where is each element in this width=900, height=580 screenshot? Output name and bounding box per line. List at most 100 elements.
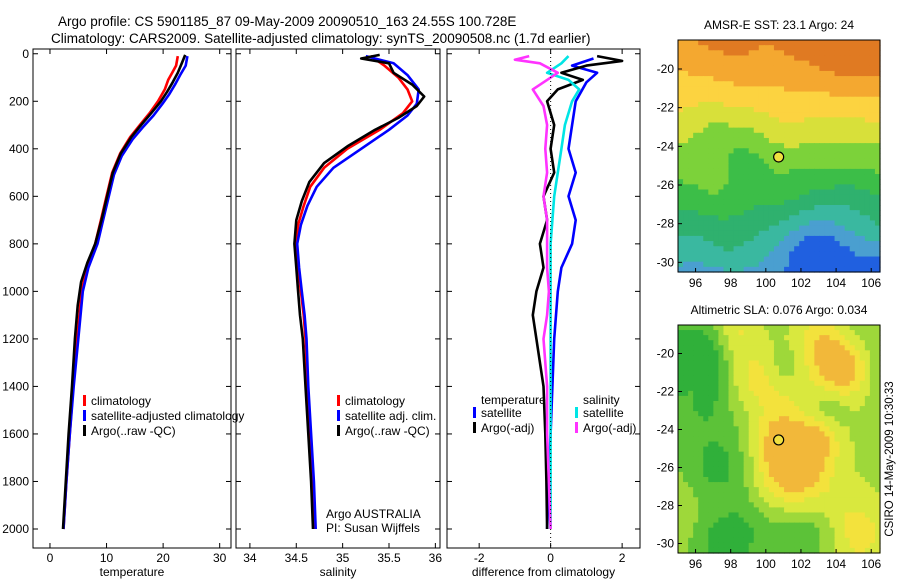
heatmap-cell bbox=[839, 471, 846, 478]
heatmap-cell bbox=[753, 65, 760, 72]
heatmap-cell bbox=[703, 215, 709, 222]
heatmap-cell bbox=[703, 241, 709, 247]
heatmap-cell bbox=[869, 184, 876, 191]
heatmap-cell bbox=[784, 107, 790, 113]
heatmap-cell bbox=[814, 60, 820, 67]
heatmap-cell bbox=[753, 547, 760, 554]
heatmap-cell bbox=[799, 148, 805, 155]
heatmap-cell bbox=[773, 502, 780, 508]
heatmap-cell bbox=[819, 380, 826, 387]
heatmap-cell bbox=[849, 96, 856, 103]
heatmap-cell bbox=[834, 55, 841, 62]
heatmap-cell bbox=[839, 194, 846, 201]
heatmap-cell bbox=[748, 411, 755, 417]
heatmap-cell bbox=[834, 266, 841, 273]
heatmap-cell bbox=[829, 547, 836, 554]
heatmap-cell bbox=[869, 406, 876, 412]
heatmap-cell bbox=[688, 527, 694, 534]
legend-label: climatology bbox=[91, 394, 151, 408]
heatmap-cell bbox=[698, 527, 704, 534]
heatmap-cell bbox=[738, 426, 745, 432]
heatmap-cell bbox=[703, 537, 709, 544]
heatmap-cell bbox=[683, 527, 689, 534]
heatmap-cell bbox=[819, 426, 826, 432]
heatmap-cell bbox=[753, 492, 760, 498]
heatmap-cell bbox=[874, 91, 881, 98]
heatmap-cell bbox=[784, 401, 790, 407]
heatmap-cell bbox=[854, 330, 861, 336]
heatmap-cell bbox=[834, 76, 841, 82]
heatmap-cell bbox=[799, 40, 805, 46]
heatmap-cell bbox=[718, 385, 725, 392]
heatmap-cell bbox=[728, 492, 735, 498]
heatmap-cell bbox=[874, 471, 881, 478]
heatmap-cell bbox=[758, 456, 765, 463]
heatmap-cell bbox=[718, 76, 725, 82]
heatmap-cell bbox=[794, 256, 800, 263]
heatmap-cell bbox=[753, 163, 760, 170]
heatmap-cell bbox=[678, 477, 684, 483]
heatmap-cell bbox=[688, 517, 694, 524]
heatmap-cell bbox=[718, 235, 725, 242]
heatmap-cell bbox=[698, 330, 704, 336]
heatmap-cell bbox=[859, 330, 866, 336]
heatmap-cell bbox=[718, 497, 725, 503]
heatmap-cell bbox=[859, 335, 866, 341]
heatmap-cell bbox=[768, 441, 775, 448]
heatmap-cell bbox=[718, 81, 725, 87]
heatmap-cell bbox=[743, 163, 750, 170]
heatmap-cell bbox=[799, 266, 805, 273]
heatmap-cell bbox=[723, 375, 730, 382]
heatmap-cell bbox=[693, 355, 699, 362]
heatmap-cell bbox=[768, 246, 775, 252]
heatmap-cell bbox=[693, 466, 699, 473]
heatmap-cell bbox=[703, 194, 709, 201]
heatmap-cell bbox=[874, 431, 881, 438]
heatmap-cell bbox=[763, 241, 770, 247]
heatmap-cell bbox=[779, 91, 785, 98]
heatmap-cell bbox=[773, 370, 780, 377]
heatmap-cell bbox=[794, 143, 800, 149]
heatmap-cell bbox=[824, 345, 831, 351]
heatmap-cell bbox=[874, 416, 881, 422]
heatmap-cell bbox=[804, 325, 810, 331]
heatmap-cell bbox=[683, 471, 689, 478]
heatmap-cell bbox=[753, 527, 760, 534]
heatmap-cell bbox=[869, 230, 876, 237]
heatmap-cell bbox=[869, 76, 876, 82]
heatmap-cell bbox=[753, 441, 760, 448]
heatmap-cell bbox=[728, 143, 735, 149]
heatmap-cell bbox=[809, 148, 815, 155]
heatmap-cell bbox=[718, 225, 725, 232]
heatmap-cell bbox=[864, 194, 871, 201]
heatmap-cell bbox=[864, 451, 871, 458]
heatmap-cell bbox=[683, 492, 689, 498]
heatmap-cell bbox=[688, 325, 694, 331]
heatmap-cell bbox=[688, 220, 694, 227]
heatmap-cell bbox=[683, 246, 689, 252]
heatmap-cell bbox=[789, 179, 795, 185]
heatmap-cell bbox=[693, 390, 699, 397]
heatmap-cell bbox=[693, 184, 699, 191]
heatmap-cell bbox=[794, 385, 800, 392]
heatmap-cell bbox=[718, 168, 725, 175]
heatmap-cell bbox=[824, 215, 831, 222]
heatmap-cell bbox=[829, 148, 836, 155]
heatmap-cell bbox=[718, 492, 725, 498]
heatmap-cell bbox=[763, 411, 770, 417]
heatmap-cell bbox=[819, 158, 826, 165]
heatmap-cell bbox=[758, 512, 765, 519]
sla-map-frame bbox=[677, 324, 881, 554]
heatmap-cell bbox=[804, 426, 810, 432]
heatmap-cell bbox=[768, 522, 775, 529]
heatmap-cell bbox=[804, 456, 810, 463]
heatmap-cell bbox=[819, 456, 826, 463]
heatmap-cell bbox=[784, 137, 790, 144]
heatmap-cell bbox=[809, 507, 815, 514]
heatmap-cell bbox=[728, 330, 735, 336]
heatmap-cell bbox=[743, 471, 750, 478]
heatmap-cell bbox=[743, 143, 750, 149]
heatmap-cell bbox=[728, 158, 735, 165]
heatmap-cell bbox=[799, 81, 805, 87]
heatmap-cell bbox=[829, 446, 836, 453]
